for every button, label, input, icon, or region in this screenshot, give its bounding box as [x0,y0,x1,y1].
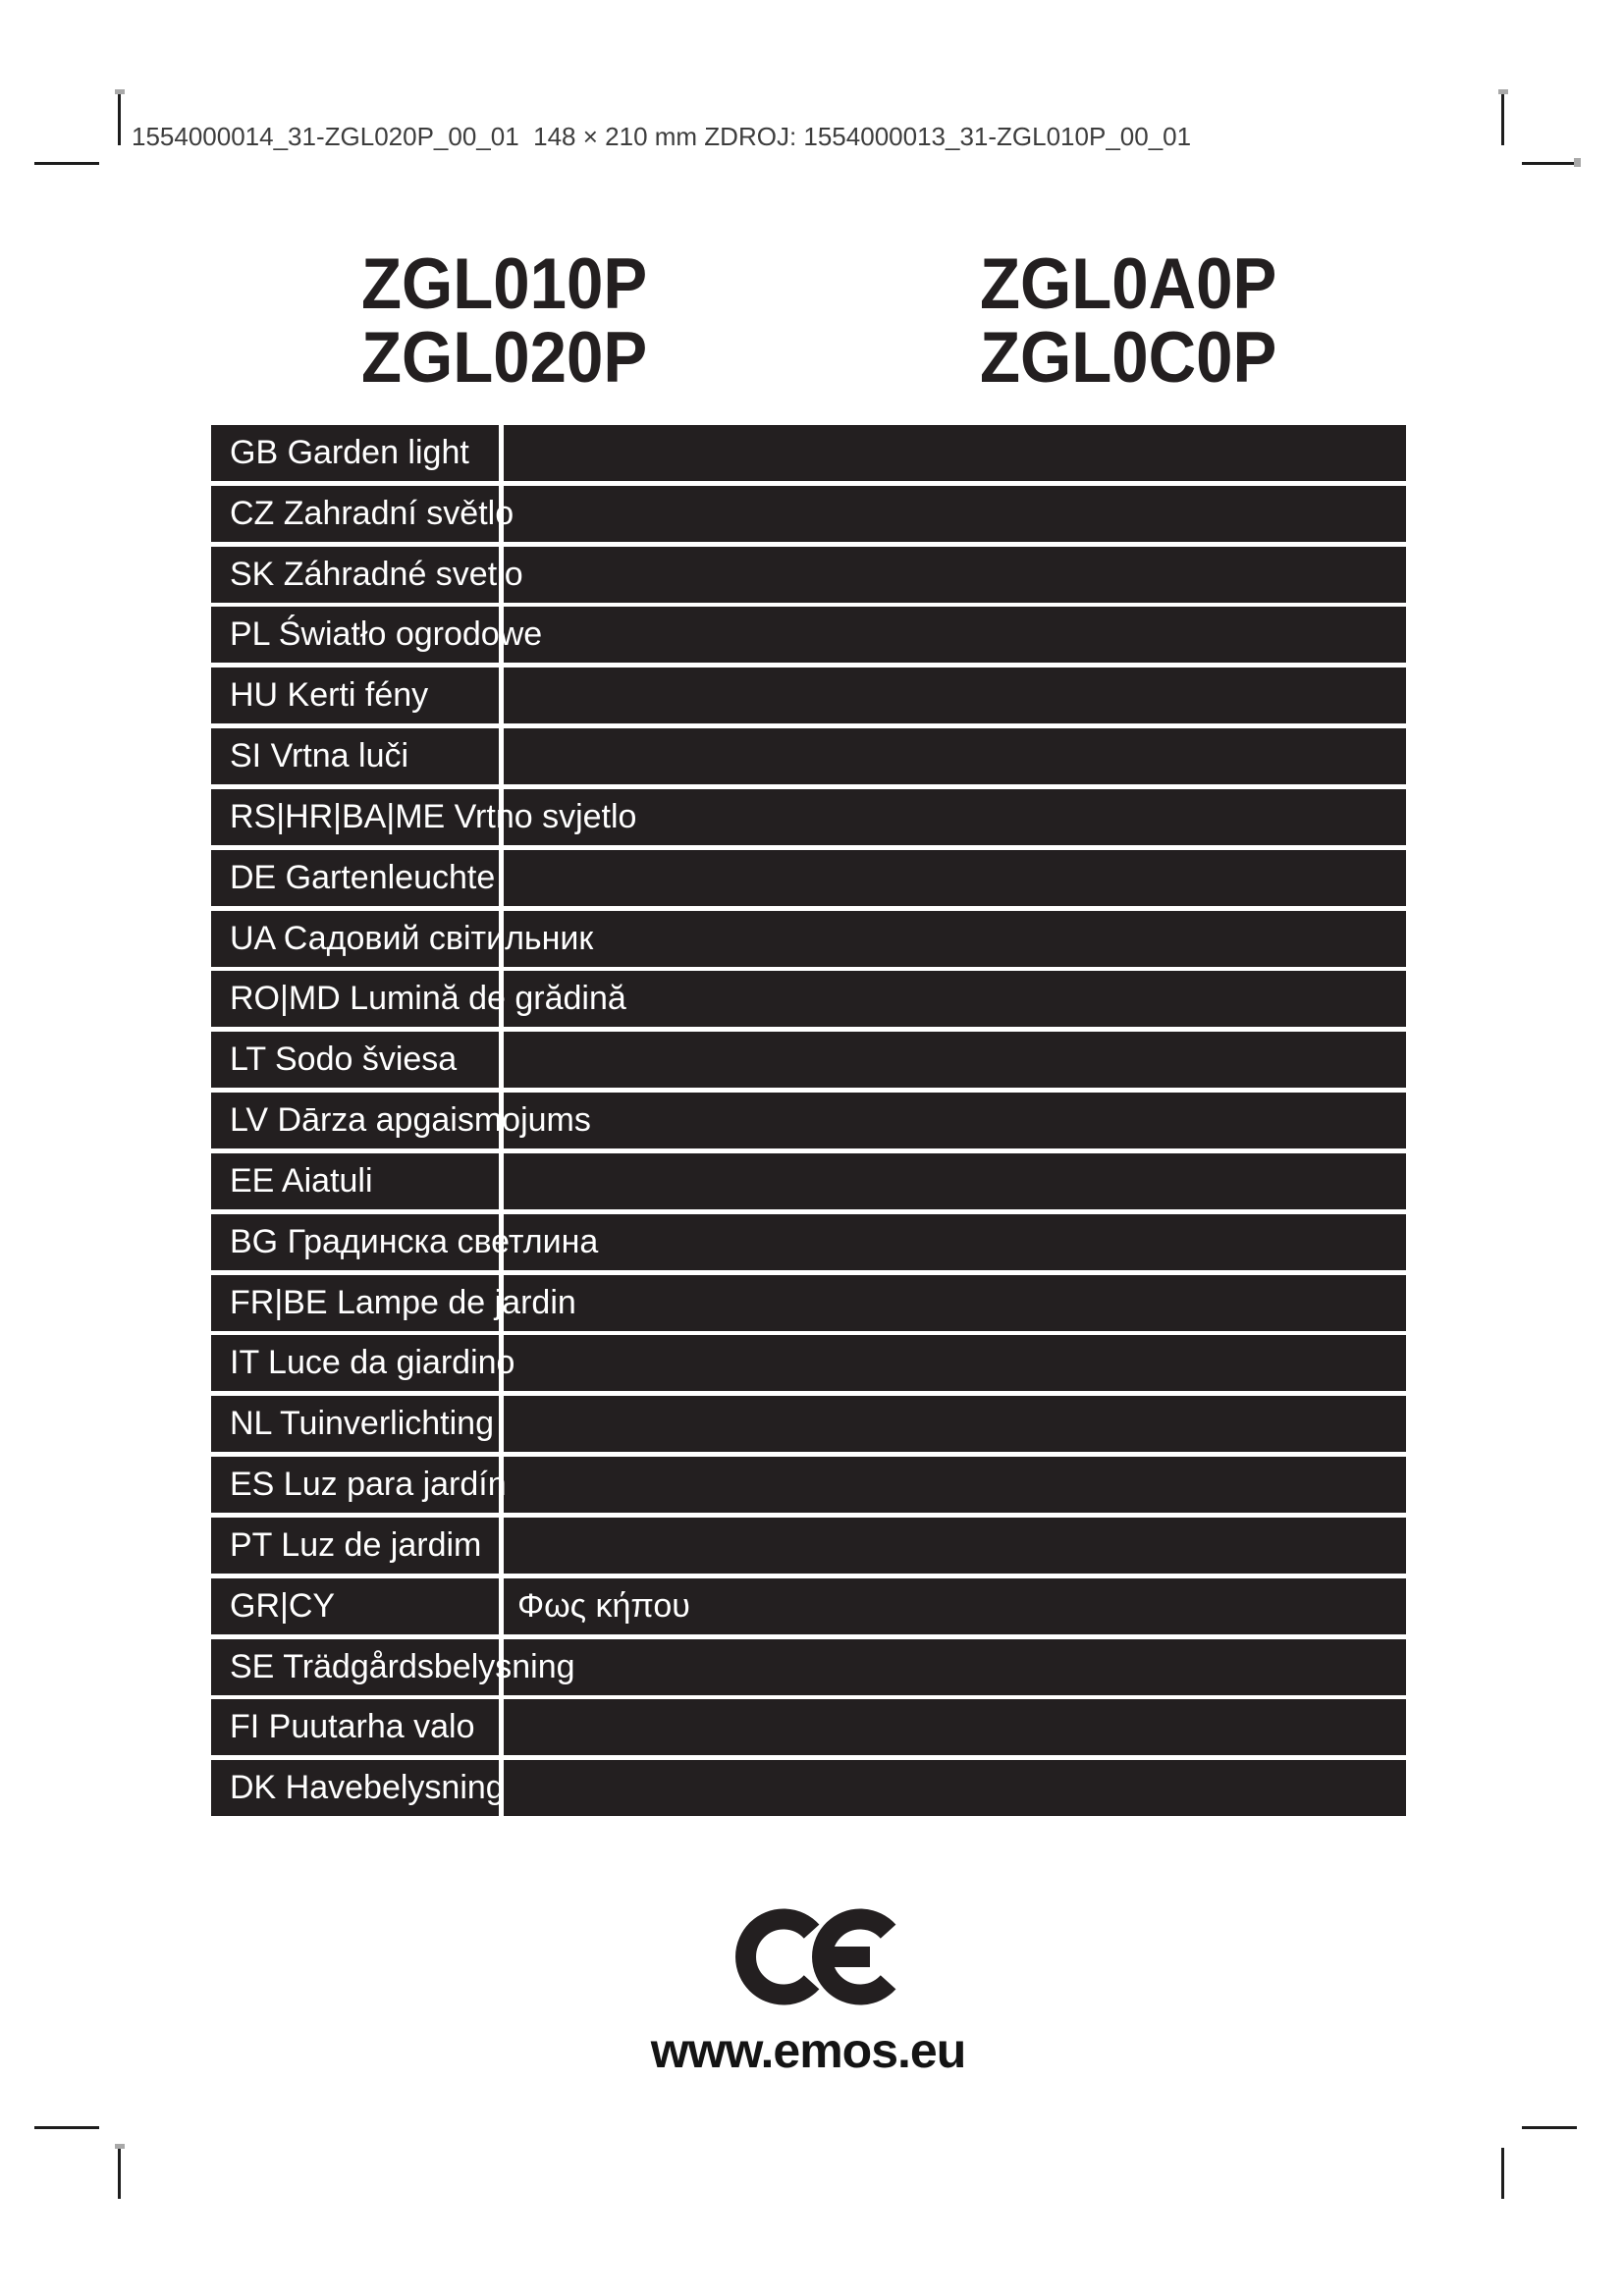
language-label: SE Trädgårdsbelysning [230,1648,575,1685]
column-divider [499,1578,504,1634]
crop-mark-cap [115,2144,125,2149]
language-row: SI Vrtna luči [211,728,1406,784]
website-url: www.emos.eu [650,2023,967,2078]
column-divider [499,1457,504,1513]
column-divider [499,1032,504,1088]
language-row: EE Aiatuli [211,1153,1406,1209]
language-label: PT Luz de jardim [230,1526,482,1564]
language-row: BG Градинска светлина [211,1214,1406,1270]
language-translation: Φως κήπου [517,1587,690,1625]
language-label: FR|BE Lampe de jardin [230,1284,576,1321]
language-row: UA Садовий світильник [211,911,1406,967]
column-divider [499,667,504,723]
column-divider [499,1214,504,1270]
language-label: DK Havebelysning [230,1769,505,1806]
product-code: ZGL0C0P [980,318,1277,398]
language-label: HU Kerti fény [230,676,429,714]
column-divider [499,1275,504,1331]
ce-mark-icon [735,1908,896,2005]
crop-mark-top-left-horizontal [34,162,99,165]
crop-mark-cap [1574,158,1581,167]
column-divider [499,1518,504,1574]
language-row: RO|MD Lumină de grădină [211,971,1406,1027]
product-code: ZGL020P [361,318,648,398]
crop-mark-top-right-vertical [1501,94,1504,145]
language-row: FR|BE Lampe de jardin [211,1275,1406,1331]
column-divider [499,1639,504,1695]
crop-mark-bottom-right-horizontal [1522,2126,1577,2129]
language-label: NL Tuinverlichting [230,1405,494,1442]
crop-mark-cap [115,89,125,94]
language-row: SE Trädgårdsbelysning [211,1639,1406,1695]
product-code: ZGL010P [361,244,648,324]
column-divider [499,547,504,603]
language-label: PL Światło ogrodowe [230,615,543,653]
language-row: HU Kerti fény [211,667,1406,723]
language-label: BG Градинска светлина [230,1223,599,1260]
crop-mark-top-right-horizontal [1522,162,1577,165]
language-label: UA Садовий світильник [230,920,594,957]
language-label: IT Luce da giardino [230,1344,515,1381]
language-row: IT Luce da giardino [211,1335,1406,1391]
column-divider [499,425,504,481]
column-divider [499,911,504,967]
language-label: GR|CY [230,1587,336,1625]
product-code: ZGL0A0P [980,244,1277,324]
language-row: CZ Zahradní světlo [211,486,1406,542]
language-row: SK Záhradné svetlo [211,547,1406,603]
language-label: LV Dārza apgaismojums [230,1101,591,1139]
language-row: PT Luz de jardim [211,1518,1406,1574]
language-row: PL Światło ogrodowe [211,607,1406,663]
language-row: LT Sodo šviesa [211,1032,1406,1088]
product-codes-left: ZGL010P ZGL020P [361,247,647,395]
column-divider [499,1335,504,1391]
language-label: DE Gartenleuchte [230,859,496,896]
language-label: RS|HR|BA|ME Vrtno svjetlo [230,798,637,835]
language-label: RO|MD Lumină de grădină [230,980,626,1017]
print-job-note: 1554000014_31-ZGL020P_00_01 148 × 210 mm… [132,122,1192,151]
column-divider [499,850,504,906]
column-divider [499,789,504,845]
language-row: GB Garden light [211,425,1406,481]
column-divider [499,607,504,663]
language-row: LV Dārza apgaismojums [211,1093,1406,1148]
column-divider [499,1396,504,1452]
crop-mark-cap [1498,89,1508,94]
language-row: DK Havebelysning [211,1760,1406,1816]
column-divider [499,1760,504,1816]
language-row: GR|CY Φως κήπου [211,1578,1406,1634]
language-label: FI Puutarha valo [230,1708,475,1745]
column-divider [499,971,504,1027]
crop-mark-bottom-left-vertical [118,2148,121,2199]
column-divider [499,728,504,784]
column-divider [499,1153,504,1209]
language-row: DE Gartenleuchte [211,850,1406,906]
column-divider [499,1093,504,1148]
language-label: CZ Zahradní světlo [230,495,514,532]
column-divider [499,486,504,542]
crop-mark-bottom-right-vertical [1501,2148,1504,2199]
crop-mark-bottom-left-horizontal [34,2126,99,2129]
language-row: NL Tuinverlichting [211,1396,1406,1452]
language-label: SI Vrtna luči [230,737,409,774]
crop-mark-top-left-vertical [118,94,121,145]
language-label: ES Luz para jardín [230,1466,507,1503]
language-row: FI Puutarha valo [211,1699,1406,1755]
language-label: GB Garden light [230,434,469,471]
language-label: LT Sodo šviesa [230,1041,458,1078]
language-row: RS|HR|BA|ME Vrtno svjetlo [211,789,1406,845]
language-label: SK Záhradné svetlo [230,556,523,593]
product-codes-right: ZGL0A0P ZGL0C0P [980,247,1276,395]
language-label: EE Aiatuli [230,1162,373,1200]
column-divider [499,1699,504,1755]
language-row: ES Luz para jardín [211,1457,1406,1513]
